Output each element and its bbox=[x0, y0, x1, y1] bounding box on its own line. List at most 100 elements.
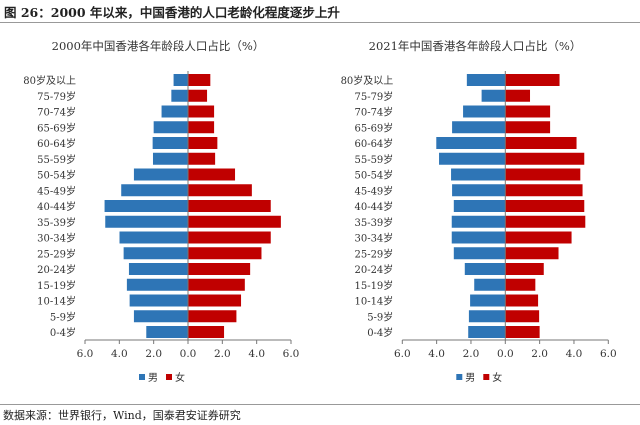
category-label: 60-64岁 bbox=[37, 137, 76, 150]
category-label: 0-4岁 bbox=[50, 326, 76, 339]
bar-female bbox=[188, 184, 252, 197]
bar-female bbox=[505, 200, 585, 212]
title-divider bbox=[0, 22, 640, 23]
bar-female bbox=[188, 278, 245, 291]
bar-male bbox=[152, 137, 188, 149]
category-label: 55-59岁 bbox=[37, 153, 76, 166]
category-label: 25-29岁 bbox=[37, 247, 76, 260]
bar-female bbox=[505, 184, 583, 197]
category-label: 10-14岁 bbox=[354, 295, 393, 308]
category-label: 70-74岁 bbox=[354, 106, 393, 119]
category-label: 55-59岁 bbox=[354, 153, 393, 166]
category-label: 70-74岁 bbox=[37, 106, 76, 119]
bar-male bbox=[451, 215, 506, 228]
category-label: 35-39岁 bbox=[37, 216, 76, 229]
x-tick-label: 2.0 bbox=[214, 348, 231, 360]
bar-female bbox=[188, 200, 271, 212]
source-note: 数据来源：世界银行，Wind，国泰君安证券研究 bbox=[3, 409, 241, 422]
bar-female bbox=[505, 105, 551, 118]
bar-male bbox=[121, 184, 188, 197]
bar-female bbox=[188, 121, 215, 134]
x-tick-label: 6.0 bbox=[283, 348, 300, 360]
legend-swatch-male bbox=[456, 374, 463, 380]
bar-male bbox=[105, 215, 188, 228]
bar-male bbox=[123, 247, 188, 260]
x-tick-label: 2.0 bbox=[145, 348, 162, 360]
bar-male bbox=[133, 310, 188, 323]
category-label: 80岁及以上 bbox=[23, 74, 76, 87]
bar-male bbox=[470, 294, 506, 307]
bar-female bbox=[505, 89, 531, 102]
bar-male bbox=[451, 231, 506, 244]
x-tick-label: 4.0 bbox=[111, 348, 128, 360]
bar-male bbox=[153, 121, 188, 134]
x-tick-label: 4.0 bbox=[428, 348, 445, 360]
category-label: 40-44岁 bbox=[354, 200, 393, 213]
bar-female bbox=[505, 152, 585, 165]
bar-female bbox=[188, 168, 236, 181]
category-label: 20-24岁 bbox=[37, 263, 76, 276]
x-tick-label: 4.0 bbox=[248, 348, 265, 360]
x-tick-label: 2.0 bbox=[531, 348, 548, 360]
bar-female bbox=[505, 263, 544, 275]
bar-female bbox=[188, 137, 218, 149]
bar-female bbox=[505, 326, 540, 338]
category-label: 65-69岁 bbox=[354, 121, 393, 134]
bar-female bbox=[188, 310, 237, 323]
bar-male bbox=[439, 152, 506, 165]
category-label: 65-69岁 bbox=[37, 121, 76, 134]
bar-male bbox=[466, 74, 506, 86]
bar-male bbox=[452, 184, 506, 197]
bar-male bbox=[126, 278, 188, 291]
category-label: 45-49岁 bbox=[354, 184, 393, 197]
bar-male bbox=[146, 326, 188, 338]
category-label: 75-79岁 bbox=[354, 90, 393, 103]
bar-female bbox=[188, 326, 225, 338]
legend-swatch-male bbox=[139, 374, 145, 380]
x-tick-label: 2.0 bbox=[463, 348, 480, 360]
bar-male bbox=[468, 326, 506, 338]
bar-female bbox=[188, 294, 242, 307]
bar-male bbox=[119, 231, 188, 244]
bar-male bbox=[481, 89, 506, 102]
legend-label-female: 女 bbox=[492, 371, 502, 384]
bar-male bbox=[453, 247, 506, 260]
category-label: 30-34岁 bbox=[354, 232, 393, 245]
bar-male bbox=[452, 121, 506, 134]
bar-male bbox=[436, 137, 506, 149]
bar-female bbox=[505, 137, 577, 149]
bar-male bbox=[173, 74, 188, 86]
bar-male bbox=[464, 263, 506, 275]
category-label: 50-54岁 bbox=[354, 169, 393, 182]
bar-female bbox=[188, 231, 271, 244]
x-tick-label: 6.0 bbox=[600, 348, 617, 360]
bar-female bbox=[505, 247, 559, 260]
legend-label-female: 女 bbox=[175, 371, 185, 384]
bar-female bbox=[505, 74, 560, 86]
category-label: 10-14岁 bbox=[37, 295, 76, 308]
bar-male bbox=[171, 89, 188, 102]
bar-male bbox=[463, 105, 506, 118]
bar-female bbox=[188, 74, 211, 86]
bar-female bbox=[188, 263, 251, 275]
bar-female bbox=[505, 168, 581, 181]
x-tick-label: 0.0 bbox=[180, 348, 197, 360]
category-label: 25-29岁 bbox=[354, 247, 393, 260]
bar-male bbox=[133, 168, 188, 181]
bar-male bbox=[453, 200, 506, 212]
bar-male bbox=[128, 263, 188, 275]
category-label: 15-19岁 bbox=[354, 279, 393, 292]
bar-male bbox=[104, 200, 188, 212]
bar-female bbox=[505, 310, 540, 323]
category-label: 80岁及以上 bbox=[341, 74, 394, 87]
bar-male bbox=[468, 310, 506, 323]
category-label: 40-44岁 bbox=[37, 200, 76, 213]
legend-swatch-female bbox=[166, 374, 172, 380]
bar-female bbox=[188, 105, 215, 118]
bar-female bbox=[188, 152, 216, 165]
chart-title: 2000年中国香港各年龄段人口占比（%） bbox=[52, 39, 265, 53]
category-label: 60-64岁 bbox=[354, 137, 393, 150]
x-tick-label: 4.0 bbox=[566, 348, 583, 360]
x-tick-label: 6.0 bbox=[77, 348, 94, 360]
x-tick-label: 0.0 bbox=[497, 348, 514, 360]
